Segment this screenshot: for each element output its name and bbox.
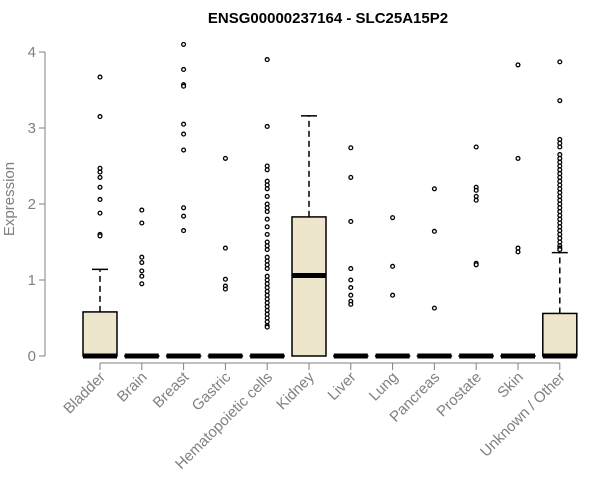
outlier-point xyxy=(473,262,479,268)
outlier-point xyxy=(97,196,103,202)
outlier-point xyxy=(348,145,354,151)
x-tick-label: Breast xyxy=(150,368,193,411)
outlier-point xyxy=(557,144,563,150)
outlier-point xyxy=(264,324,270,330)
outlier-point xyxy=(348,218,354,225)
outlier-point xyxy=(264,247,270,253)
outlier-point xyxy=(181,66,187,73)
outlier-point xyxy=(390,263,396,269)
outlier-point xyxy=(139,259,145,266)
y-tick-label: 4 xyxy=(28,44,36,61)
outlier-point xyxy=(139,281,145,287)
outlier-point xyxy=(181,205,187,211)
outlier-point xyxy=(557,247,563,253)
x-tick-label: Bladder xyxy=(60,369,109,418)
x-tick-label: Skin xyxy=(494,369,527,402)
box xyxy=(291,216,327,357)
outlier-point xyxy=(97,210,103,216)
outlier-point xyxy=(348,292,354,298)
outlier-point xyxy=(264,186,270,192)
outlier-point xyxy=(181,147,187,153)
outlier-point xyxy=(348,266,354,272)
outlier-point xyxy=(264,57,270,63)
outlier-point xyxy=(264,266,270,272)
outlier-point xyxy=(97,74,103,80)
outlier-point xyxy=(97,233,103,239)
x-tick-label: Prostate xyxy=(433,369,485,421)
outlier-point xyxy=(431,228,437,234)
outlier-point xyxy=(348,285,354,291)
outlier-point xyxy=(348,301,354,307)
outlier-point xyxy=(181,131,187,137)
outlier-point xyxy=(181,213,187,219)
outlier-point xyxy=(181,41,187,47)
y-tick-label: 2 xyxy=(28,196,36,213)
outlier-point xyxy=(264,209,270,215)
outlier-point xyxy=(557,98,563,104)
outlier-point xyxy=(473,197,479,203)
chart-title: ENSG00000237164 - SLC25A15P2 xyxy=(208,10,448,27)
y-tick-label: 3 xyxy=(28,120,36,137)
outlier-point xyxy=(264,123,270,130)
outlier-point xyxy=(390,292,396,298)
x-tick-label: Kidney xyxy=(273,368,318,413)
outlier-point xyxy=(97,169,103,175)
outlier-point xyxy=(181,83,187,89)
x-tick-label: Liver xyxy=(325,369,360,404)
outlier-point xyxy=(348,174,354,180)
outlier-point xyxy=(139,220,145,226)
outlier-point xyxy=(431,186,437,192)
outlier-point xyxy=(97,114,103,120)
outlier-point xyxy=(139,268,145,274)
outlier-point xyxy=(222,155,228,161)
outlier-point xyxy=(181,121,187,127)
outlier-point xyxy=(181,228,187,234)
outlier-point xyxy=(431,305,437,311)
y-axis-label: Expression xyxy=(1,162,18,236)
outlier-point xyxy=(515,249,521,255)
outlier-point xyxy=(264,216,270,222)
x-tick-label: Lung xyxy=(366,369,402,405)
outlier-point xyxy=(222,245,228,251)
outlier-point xyxy=(348,277,354,283)
box xyxy=(82,311,118,357)
y-tick-label: 1 xyxy=(28,272,36,289)
outlier-point xyxy=(97,184,103,190)
x-tick-label: Brain xyxy=(114,369,151,406)
outlier-point xyxy=(515,155,521,161)
outlier-point xyxy=(139,254,145,260)
outlier-point xyxy=(264,224,270,230)
outlier-point xyxy=(97,174,103,180)
outlier-point xyxy=(139,273,145,279)
outlier-point xyxy=(473,144,479,150)
outlier-point xyxy=(139,207,145,213)
outlier-point xyxy=(222,286,228,292)
outlier-point xyxy=(557,59,563,65)
outlier-point xyxy=(264,167,270,173)
outlier-point xyxy=(222,276,228,282)
outlier-point xyxy=(515,62,521,68)
box xyxy=(542,312,578,357)
outlier-point xyxy=(264,231,270,237)
outlier-point xyxy=(473,187,479,193)
outlier-point xyxy=(264,193,270,199)
outlier-point xyxy=(390,215,396,221)
y-tick-label: 0 xyxy=(28,348,36,365)
